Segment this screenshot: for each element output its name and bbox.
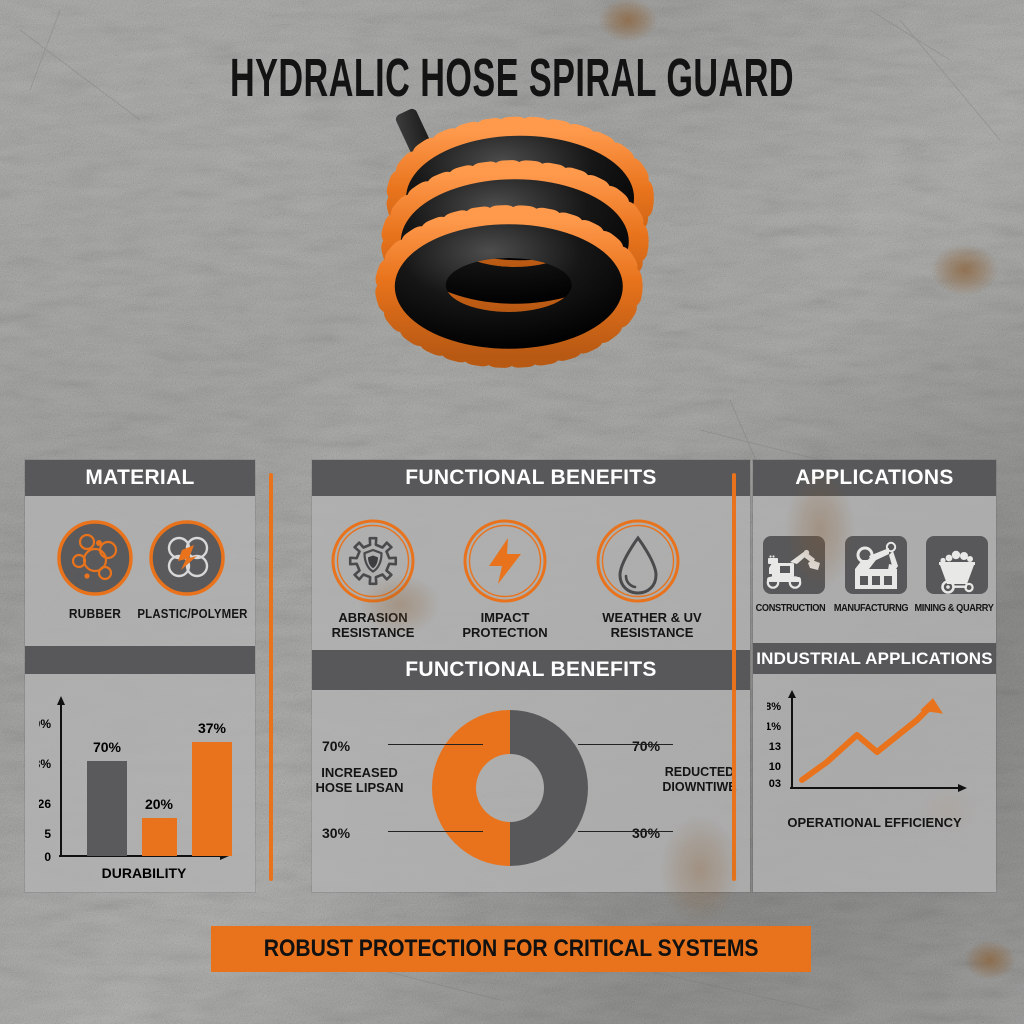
svg-text:5: 5 xyxy=(44,827,51,841)
svg-text:26: 26 xyxy=(39,797,51,811)
svg-text:DURABILITY: DURABILITY xyxy=(102,865,187,881)
svg-text:1%: 1% xyxy=(767,721,781,733)
svg-text:37%: 37% xyxy=(198,720,227,736)
svg-text:0%: 0% xyxy=(39,717,51,731)
svg-text:8%: 8% xyxy=(767,701,781,713)
svg-text:70%: 70% xyxy=(93,739,122,755)
svg-text:0: 0 xyxy=(44,850,51,864)
svg-text:20%: 20% xyxy=(145,796,174,812)
svg-text:8%: 8% xyxy=(39,757,51,771)
svg-text:13: 13 xyxy=(769,741,781,753)
svg-text:03: 03 xyxy=(769,778,781,790)
svg-text:10: 10 xyxy=(769,761,781,773)
